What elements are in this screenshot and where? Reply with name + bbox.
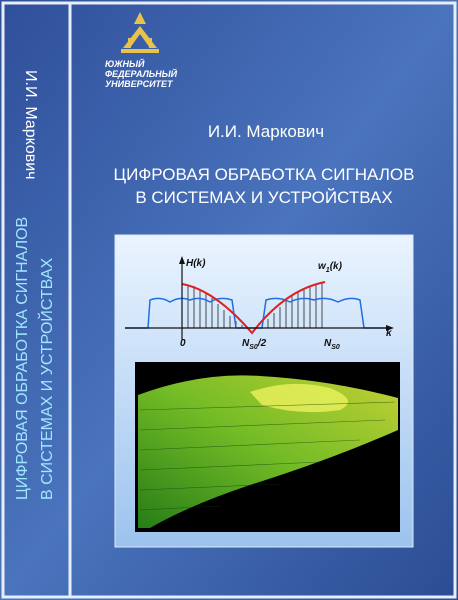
label-part: w — [318, 261, 327, 272]
label-part: /2 — [257, 338, 267, 349]
h-label: H(k) — [186, 258, 206, 269]
logo-text: ЮЖНЫЙ — [105, 58, 145, 69]
label-part: N — [324, 338, 332, 349]
k-label: k — [386, 328, 392, 339]
spine-title: ЦИФРОВАЯ ОБРАБОТКА СИГНАЛОВ — [14, 217, 31, 500]
label-part: (k) — [330, 261, 343, 272]
title: ЦИФРОВАЯ ОБРАБОТКА СИГНАЛОВ — [114, 165, 415, 184]
label-part: S0 — [331, 344, 340, 351]
author: И.И. Маркович — [208, 122, 324, 141]
full-label: NS0 — [324, 338, 340, 351]
label-part: S0 — [249, 344, 258, 351]
plot — [125, 256, 394, 340]
w-label: w1(k) — [318, 261, 343, 274]
title: В СИСТЕМАХ И УСТРОЙСТВАХ — [135, 188, 392, 207]
half-label: NS0/2 — [242, 338, 267, 351]
logo-text: ФЕДЕРАЛЬНЫЙ — [105, 68, 178, 79]
spine-author: И.И. Маркович — [22, 70, 39, 180]
label-part: N — [242, 338, 250, 349]
logo-text: УНИВЕРСИТЕТ — [105, 79, 174, 89]
terrain-surface — [138, 375, 398, 528]
logo-icon — [121, 12, 159, 53]
label-part: 1 — [326, 267, 330, 274]
spine-title: В СИСТЕМАХ И УСТРОЙСТВАХ — [37, 257, 56, 500]
zero-label: 0 — [180, 338, 186, 349]
